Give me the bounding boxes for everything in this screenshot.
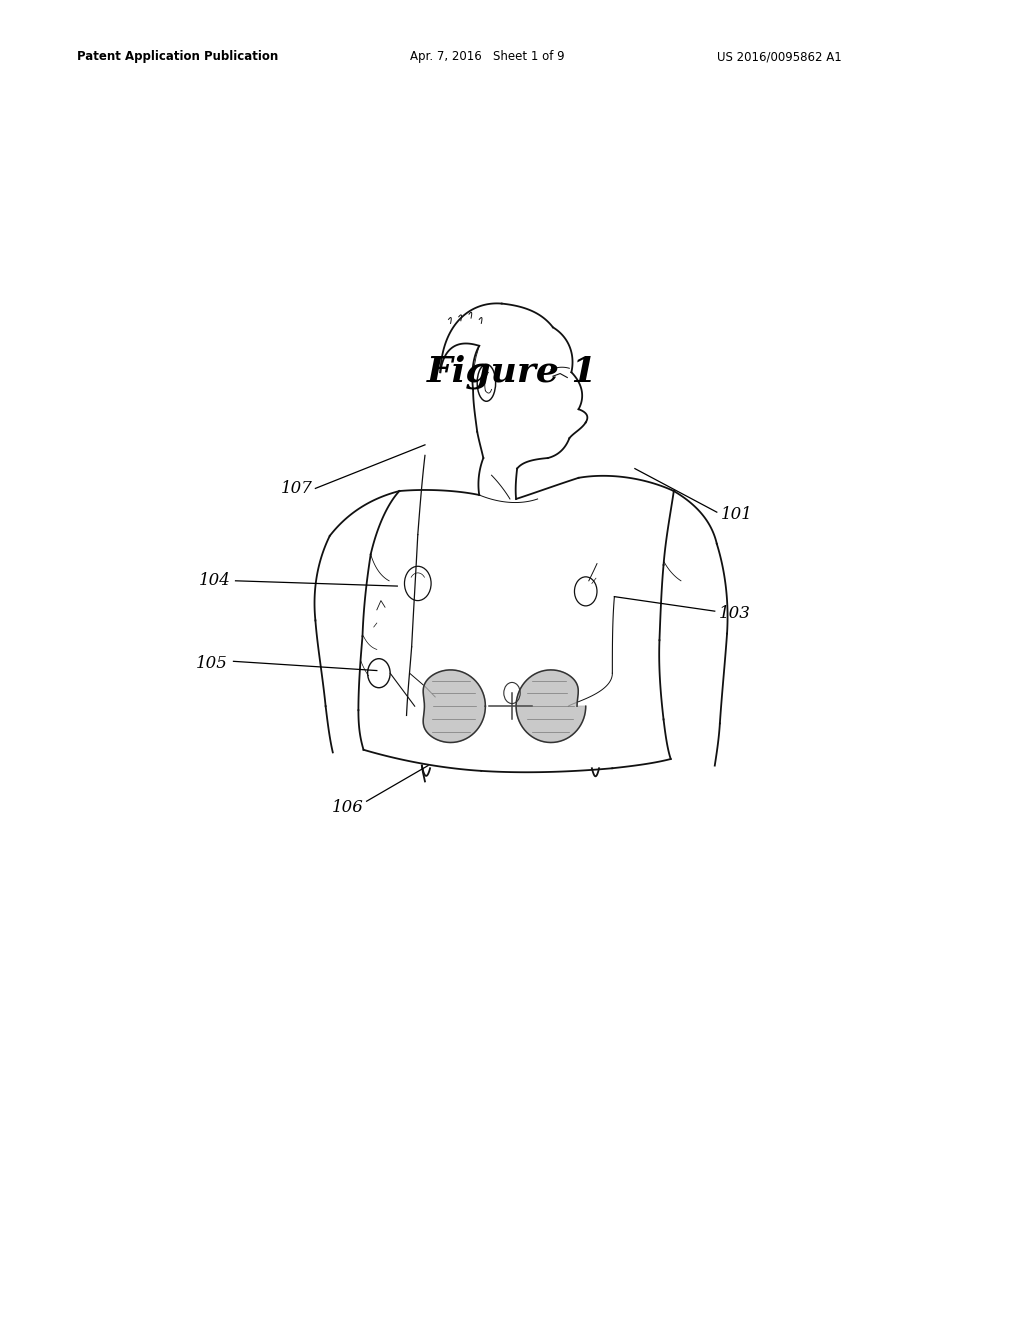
Polygon shape — [423, 671, 485, 742]
Text: Figure 1: Figure 1 — [427, 355, 597, 389]
Text: Patent Application Publication: Patent Application Publication — [77, 50, 279, 63]
Text: 106: 106 — [332, 800, 365, 816]
Text: 103: 103 — [719, 606, 752, 622]
Text: Apr. 7, 2016   Sheet 1 of 9: Apr. 7, 2016 Sheet 1 of 9 — [410, 50, 564, 63]
Text: 105: 105 — [196, 656, 228, 672]
Text: 104: 104 — [199, 573, 231, 589]
Text: 107: 107 — [281, 480, 313, 496]
Text: US 2016/0095862 A1: US 2016/0095862 A1 — [717, 50, 842, 63]
Polygon shape — [516, 671, 586, 742]
Text: 101: 101 — [721, 507, 754, 523]
